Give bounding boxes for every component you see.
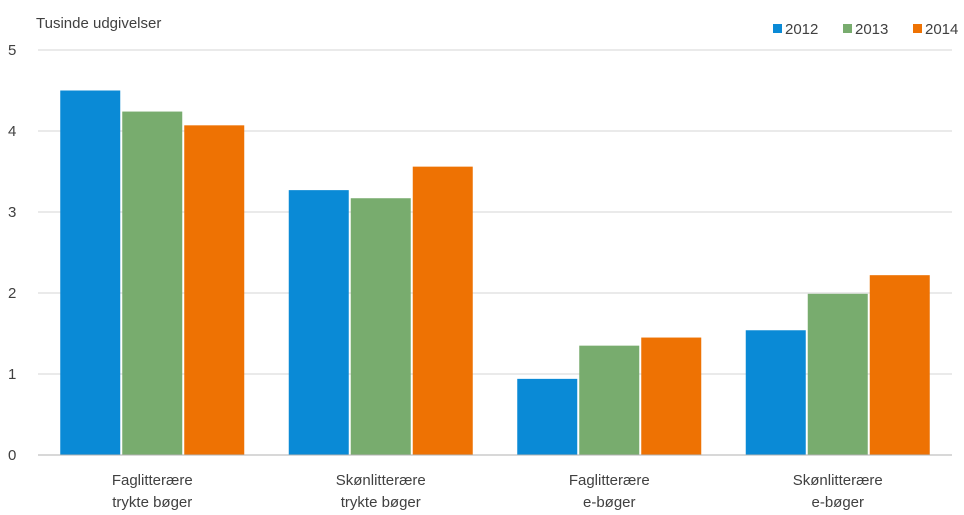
- legend-label: 2013: [855, 21, 888, 38]
- bar-2012-1: [60, 90, 121, 455]
- bar-2013-1: [122, 111, 183, 455]
- category-label: trykte bøger: [341, 494, 421, 511]
- category-label: e-bøger: [583, 494, 636, 511]
- y-tick-label: 0: [8, 447, 16, 464]
- legend-label: 2012: [785, 21, 818, 38]
- bar-2013-4: [807, 293, 868, 455]
- category-label: trykte bøger: [112, 494, 192, 511]
- category-label: e-bøger: [811, 494, 864, 511]
- bar-2013-3: [579, 345, 640, 455]
- y-tick-label: 1: [8, 366, 16, 383]
- bar-2013-2: [350, 198, 411, 456]
- bar-2012-2: [288, 190, 349, 455]
- bar-2014-2: [412, 166, 473, 455]
- y-tick-label: 2: [8, 285, 16, 302]
- bar-2012-4: [745, 330, 806, 455]
- category-label: Skønlitterære: [336, 472, 426, 489]
- legend-swatch-2014: [913, 24, 922, 33]
- category-label: Skønlitterære: [793, 472, 883, 489]
- category-label: Faglitterære: [569, 472, 650, 489]
- y-axis-ticks: 0 1 2 3 4 5: [8, 42, 16, 464]
- category-label: Faglitterære: [112, 472, 193, 489]
- bar-2012-3: [517, 378, 578, 455]
- bars: [60, 90, 930, 456]
- y-tick-label: 3: [8, 204, 16, 221]
- legend: 2012 2013 2014: [773, 21, 958, 38]
- bar-2014-3: [641, 337, 702, 455]
- y-tick-label: 5: [8, 42, 16, 59]
- bar-2014-4: [869, 275, 930, 455]
- y-tick-label: 4: [8, 123, 16, 140]
- legend-swatch-2013: [843, 24, 852, 33]
- category-labels: Faglitterære trykte bøger Skønlitterære try…: [112, 472, 883, 511]
- legend-swatch-2012: [773, 24, 782, 33]
- bar-2014-1: [184, 125, 245, 455]
- legend-label: 2014: [925, 21, 958, 38]
- y-axis-label: Tusinde udgivelser: [36, 15, 161, 32]
